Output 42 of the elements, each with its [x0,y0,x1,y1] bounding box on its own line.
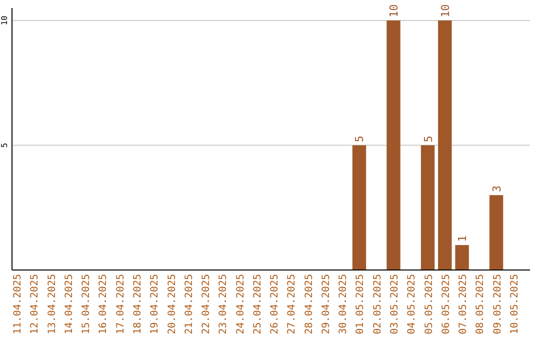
data-label: 1 [456,235,470,242]
x-tick-label: 04.05.2025 [406,274,418,334]
x-tick-label: 19.04.2025 [150,274,161,334]
data-label: 5 [422,136,435,142]
x-tick-label: 10.05.2025 [509,274,520,334]
x-tick-label: 09.05.2025 [492,274,504,334]
x-tick-label: 14.04.2025 [64,274,75,334]
x-tick-label: 18.04.2025 [132,274,144,334]
x-tick-label: 21.04.2025 [184,274,195,334]
bar [489,195,504,270]
x-tick-label: 26.04.2025 [270,274,281,334]
x-tick-label: 12.04.2025 [30,274,41,334]
data-label: 5 [353,136,366,142]
x-tick-label: 11.04.2025 [12,274,24,334]
x-tick-label: 15.04.2025 [81,274,92,334]
x-tick-label: 03.05.2025 [390,274,400,334]
x-tick-label: 29.04.2025 [320,274,332,334]
bar [455,245,469,270]
x-tick-label: 06.05.2025 [440,274,452,334]
bar [352,145,366,270]
x-tick-label: 22.04.2025 [201,274,212,334]
x-tick-label: 30.04.2025 [338,274,350,334]
x-tick-label: 05.05.2025 [424,274,435,334]
bar [420,145,435,270]
x-tick-label: 13.04.2025 [46,274,58,334]
data-label: 10 [388,4,400,18]
x-tick-label: 07.05.2025 [458,274,470,334]
x-tick-label: 17.04.2025 [115,274,126,334]
x-tick-label: 02.05.2025 [372,274,384,334]
x-tick-label: 25.04.2025 [252,274,264,334]
x-tick-label: 08.05.2025 [475,274,486,334]
bar [386,20,400,270]
x-tick-label: 24.04.2025 [235,274,246,334]
x-tick-label: 01.05.2025 [355,274,366,334]
data-label: 10 [438,4,452,18]
x-tick-label: 20.04.2025 [166,274,178,334]
x-tick-label: 23.04.2025 [218,274,230,334]
data-label: 3 [490,186,504,192]
x-tick-label: 27.04.2025 [286,274,298,334]
x-tick-label: 28.04.2025 [304,274,315,334]
x-tick-label: 16.04.2025 [98,274,110,334]
bar [438,20,452,270]
